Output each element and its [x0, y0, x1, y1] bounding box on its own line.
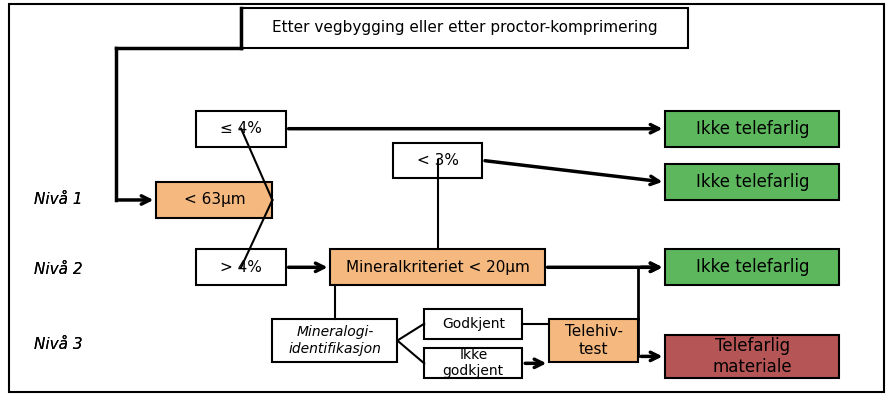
- Text: Nivå 3: Nivå 3: [34, 337, 82, 352]
- FancyBboxPatch shape: [196, 249, 286, 285]
- Text: Nivå 2: Nivå 2: [34, 262, 82, 277]
- FancyBboxPatch shape: [424, 348, 522, 378]
- Text: Telehiv-
test: Telehiv- test: [565, 324, 622, 357]
- Text: Godkjent: Godkjent: [442, 317, 505, 331]
- FancyBboxPatch shape: [665, 164, 839, 200]
- Text: Mineralogi-
identifikasjon: Mineralogi- identifikasjon: [288, 326, 381, 356]
- Text: > 4%: > 4%: [221, 260, 262, 275]
- Text: Telefarlig
materiale: Telefarlig materiale: [713, 337, 792, 376]
- Text: Etter vegbygging eller etter proctor-komprimering: Etter vegbygging eller etter proctor-kom…: [271, 20, 657, 35]
- Text: Ikke telefarlig: Ikke telefarlig: [696, 258, 809, 276]
- Text: Nivå 2: Nivå 2: [34, 262, 82, 277]
- Text: Mineralkriteriet < 20μm: Mineralkriteriet < 20μm: [346, 260, 530, 275]
- FancyBboxPatch shape: [330, 249, 545, 285]
- Text: Nivå 1: Nivå 1: [34, 192, 82, 208]
- FancyBboxPatch shape: [665, 111, 839, 147]
- Text: Nivå 1: Nivå 1: [34, 192, 82, 208]
- FancyBboxPatch shape: [196, 111, 286, 147]
- Text: < 3%: < 3%: [416, 153, 459, 168]
- FancyBboxPatch shape: [665, 249, 839, 285]
- Text: ≤ 4%: ≤ 4%: [221, 121, 262, 136]
- Text: Ikke telefarlig: Ikke telefarlig: [696, 120, 809, 138]
- FancyBboxPatch shape: [272, 319, 397, 362]
- Text: Nivå 3: Nivå 3: [34, 337, 82, 352]
- FancyBboxPatch shape: [549, 319, 638, 362]
- FancyBboxPatch shape: [393, 143, 482, 178]
- Text: Ikke telefarlig: Ikke telefarlig: [696, 173, 809, 191]
- FancyBboxPatch shape: [156, 182, 272, 218]
- Text: < 63μm: < 63μm: [183, 192, 246, 208]
- FancyBboxPatch shape: [241, 8, 688, 48]
- Text: Ikke
godkjent: Ikke godkjent: [443, 348, 504, 379]
- FancyBboxPatch shape: [665, 335, 839, 378]
- FancyBboxPatch shape: [424, 309, 522, 339]
